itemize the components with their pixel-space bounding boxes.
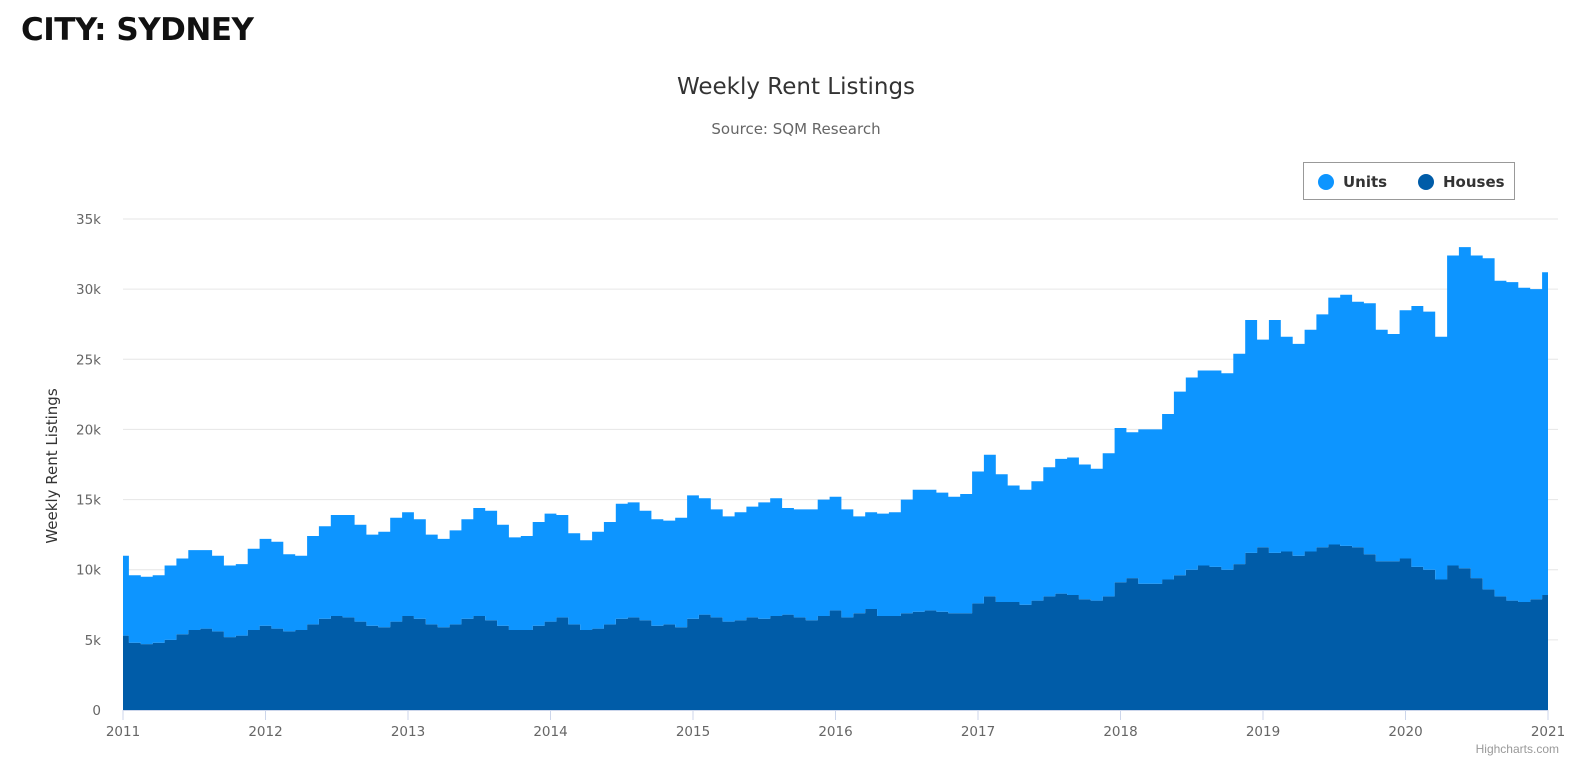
y-tick-label: 0 xyxy=(92,703,101,719)
legend-marker-houses xyxy=(1418,174,1434,190)
x-tick-label: 2015 xyxy=(676,724,710,740)
y-tick-label: 20k xyxy=(76,422,101,438)
city-title: CITY: SYDNEY xyxy=(21,12,254,48)
legend-item-houses[interactable]: Houses xyxy=(1418,163,1505,201)
x-tick-label: 2019 xyxy=(1246,724,1280,740)
legend-marker-units xyxy=(1318,174,1334,190)
axes: Weekly Rent Listings 0 5k 10k 15k 20k 25k 30k 3… xyxy=(43,212,1565,740)
y-tick-label: 35k xyxy=(76,212,101,228)
y-tick-label: 5k xyxy=(85,633,102,649)
y-tick-label: 25k xyxy=(76,352,101,368)
chart-subtitle: Source: SQM Research xyxy=(711,120,881,138)
x-tick-label: 2012 xyxy=(248,724,282,740)
x-tick-label: 2011 xyxy=(106,724,140,740)
series-area-houses xyxy=(123,544,1548,710)
x-tick-label: 2017 xyxy=(961,724,995,740)
y-tick-label: 15k xyxy=(76,493,101,509)
x-tick-label: 2018 xyxy=(1103,724,1137,740)
credits-link[interactable]: Highcharts.com xyxy=(1475,742,1559,756)
legend-label-houses: Houses xyxy=(1443,173,1505,191)
x-tick-label: 2021 xyxy=(1531,724,1565,740)
x-tick-label: 2014 xyxy=(533,724,567,740)
legend-item-units[interactable]: Units xyxy=(1318,163,1387,201)
y-axis-title: Weekly Rent Listings xyxy=(43,388,61,543)
x-tick-label: 2020 xyxy=(1388,724,1422,740)
chart-title: Weekly Rent Listings xyxy=(676,74,916,100)
y-tick-label: 30k xyxy=(76,282,101,298)
series-areas xyxy=(123,247,1548,710)
legend: Units Houses xyxy=(1303,162,1515,200)
x-tick-label: 2013 xyxy=(391,724,425,740)
legend-label-units: Units xyxy=(1343,173,1388,191)
y-tick-label: 10k xyxy=(76,563,101,579)
x-tick-label: 2016 xyxy=(818,724,852,740)
series-area-units xyxy=(123,247,1548,645)
